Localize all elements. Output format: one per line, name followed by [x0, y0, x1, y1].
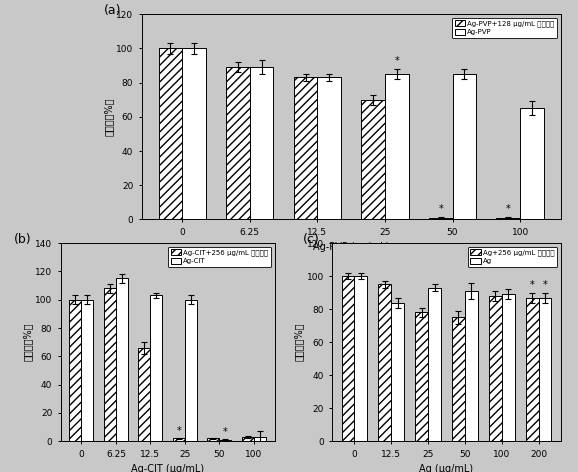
Bar: [379, 284, 391, 441]
Bar: [361, 100, 385, 219]
Bar: [150, 295, 162, 441]
Legend: Ag+256 μg/mL 卡那霉素, Ag: Ag+256 μg/mL 卡那霉素, Ag: [468, 246, 557, 267]
Bar: [354, 276, 368, 441]
Bar: [465, 291, 478, 441]
Bar: [391, 303, 404, 441]
Text: *: *: [438, 204, 443, 214]
Text: (a): (a): [104, 4, 121, 17]
Bar: [294, 77, 317, 219]
Bar: [502, 295, 514, 441]
Bar: [539, 298, 551, 441]
Bar: [520, 108, 544, 219]
Bar: [428, 287, 441, 441]
X-axis label: Ag-CIT (μg/mL): Ag-CIT (μg/mL): [131, 464, 204, 472]
Bar: [242, 437, 254, 441]
Bar: [452, 318, 465, 441]
Y-axis label: 存活率（%）: 存活率（%）: [103, 98, 113, 136]
Bar: [182, 49, 206, 219]
Bar: [415, 312, 428, 441]
Bar: [342, 276, 354, 441]
X-axis label: Ag-PVP (μg/mL): Ag-PVP (μg/mL): [313, 242, 389, 253]
Text: *: *: [543, 280, 547, 290]
Legend: Ag-PVP+128 μg/mL 卡那霉素, Ag-PVP: Ag-PVP+128 μg/mL 卡那霉素, Ag-PVP: [452, 17, 557, 38]
Bar: [250, 67, 273, 219]
Bar: [104, 288, 116, 441]
Bar: [138, 348, 150, 441]
Text: (b): (b): [14, 233, 31, 246]
Bar: [385, 74, 409, 219]
Bar: [497, 218, 520, 219]
Bar: [208, 438, 220, 441]
Bar: [226, 67, 250, 219]
Text: *: *: [530, 280, 535, 290]
Text: *: *: [506, 204, 510, 214]
Text: *: *: [223, 427, 228, 437]
Y-axis label: 存活率（%）: 存活率（%）: [294, 323, 304, 362]
Bar: [173, 438, 185, 441]
Legend: Ag-CIT+256 μg/mL 卡那霉素, Ag-CIT: Ag-CIT+256 μg/mL 卡那霉素, Ag-CIT: [168, 246, 271, 267]
Bar: [525, 298, 539, 441]
Bar: [81, 300, 94, 441]
X-axis label: Ag (μg/mL): Ag (μg/mL): [420, 464, 473, 472]
Bar: [69, 300, 81, 441]
Bar: [185, 300, 197, 441]
Bar: [429, 218, 453, 219]
Bar: [116, 278, 128, 441]
Bar: [317, 77, 341, 219]
Text: *: *: [394, 56, 399, 67]
Text: (c): (c): [303, 233, 320, 246]
Bar: [489, 296, 502, 441]
Y-axis label: 存活率（%）: 存活率（%）: [23, 323, 32, 362]
Bar: [220, 440, 231, 441]
Bar: [453, 74, 476, 219]
Bar: [158, 49, 182, 219]
Text: *: *: [176, 426, 181, 436]
Bar: [254, 437, 266, 441]
